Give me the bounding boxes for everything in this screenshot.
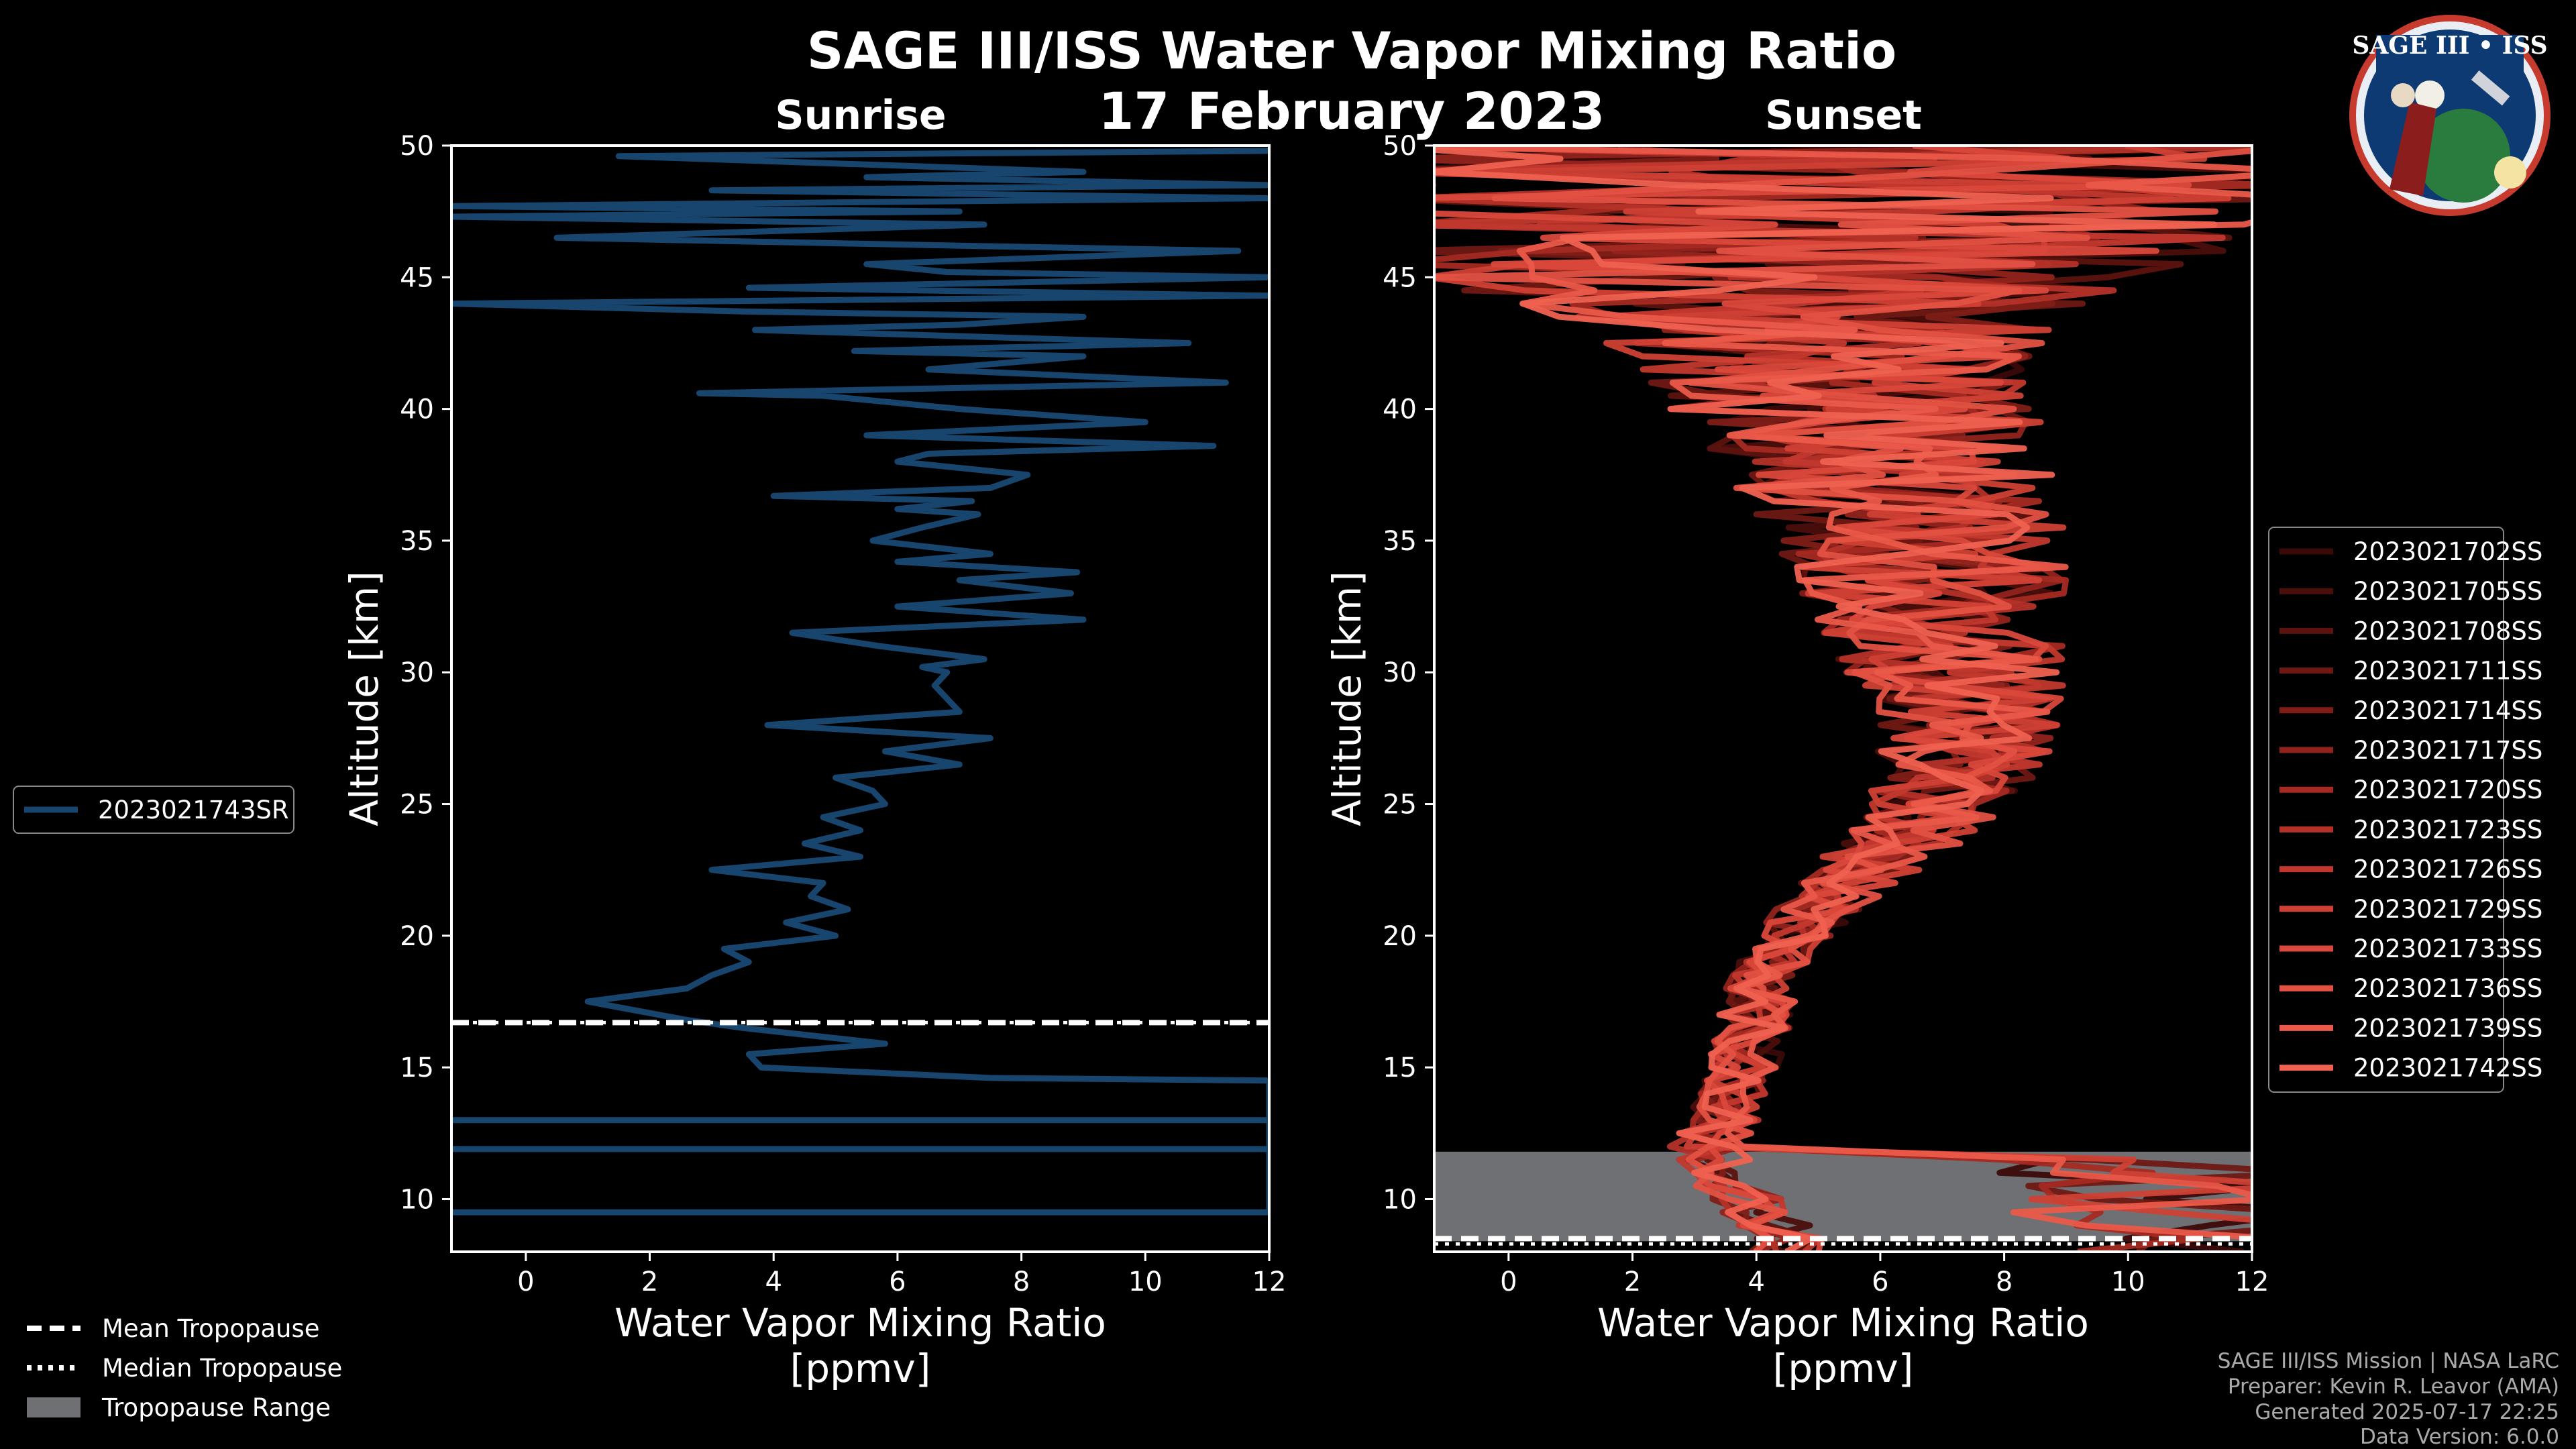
- credits: SAGE III/ISS Mission | NASA LaRC Prepare…: [2218, 1349, 2559, 1449]
- tropopause-range-swatch: [27, 1397, 80, 1417]
- sunrise-xtick-label: 0: [517, 1267, 534, 1297]
- sunset-legend-label: 2023021705SS: [2353, 577, 2542, 606]
- sunrise-legend: 2023021743SR: [13, 786, 294, 834]
- sunset-legend-label: 2023021717SS: [2353, 736, 2542, 765]
- sunset-series-2023021742SS: [1434, 146, 2218, 1252]
- sunrise-ytick-label: 25: [400, 790, 434, 820]
- sunset-legend-label: 2023021711SS: [2353, 657, 2542, 686]
- sunset-legend-label: 2023021739SS: [2353, 1014, 2542, 1042]
- logo-station: [2471, 70, 2510, 106]
- logo-moon: [2415, 80, 2445, 110]
- sunrise-ylabel: Altitude [km]: [341, 571, 387, 826]
- sunset-ytick-label: 30: [1383, 657, 1417, 688]
- sunrise-xtick-label: 8: [1013, 1267, 1030, 1297]
- sunrise-ytick-label: 10: [400, 1184, 434, 1215]
- mission-logo: SAGE III • ISS: [2349, 15, 2551, 216]
- sunset-series-2023021733SS: [1434, 146, 2192, 1252]
- sunset-ytick-label: 10: [1383, 1184, 1417, 1215]
- sunrise-frame: [450, 144, 1271, 1253]
- credit-line-3: Generated 2025-07-17 22:25: [2255, 1400, 2559, 1424]
- sunrise-xtick-label: 6: [889, 1267, 906, 1297]
- sunset-plot-area: [1434, 146, 2252, 1252]
- sunset-ytick-label: 50: [1383, 131, 1417, 162]
- sunset-xlabel: [ppmv]: [1773, 1346, 1914, 1391]
- credit-line-2: Preparer: Kevin R. Leavor (AMA): [2228, 1375, 2559, 1399]
- sunset-legend-label: 2023021733SS: [2353, 934, 2542, 963]
- sunrise-plot-area: [451, 148, 1269, 1216]
- sunset-series-2023021739SS: [1434, 146, 2252, 1240]
- logo-earth: [2416, 109, 2510, 203]
- sunset-ytick-label: 35: [1383, 526, 1417, 557]
- sunset-xtick-label: 4: [1748, 1267, 1764, 1297]
- figure-title: SAGE III/ISS Water Vapor Mixing Ratio: [807, 21, 1897, 80]
- sunset-ytick-label: 45: [1383, 262, 1417, 293]
- sunset-legend-label: 2023021714SS: [2353, 696, 2542, 725]
- sunrise-ytick-label: 50: [400, 131, 434, 162]
- sunrise-xlabel: Water Vapor Mixing Ratio: [614, 1300, 1106, 1346]
- sunrise-xtick-label: 10: [1128, 1267, 1163, 1297]
- sunrise-ytick-label: 15: [400, 1053, 434, 1083]
- sunset-series-2023021736SS: [1434, 148, 2252, 1252]
- sunrise-ytick-label: 35: [400, 526, 434, 557]
- sunset-ytick-label: 40: [1383, 394, 1417, 425]
- sunset-legend: 2023021702SS 2023021705SS 2023021708SS 2023…: [2268, 527, 2542, 1093]
- sunset-ytick-label: 20: [1383, 921, 1417, 952]
- sunset-xtick-label: 6: [1872, 1267, 1888, 1297]
- sunset-xtick-label: 12: [2235, 1267, 2269, 1297]
- tropopause-legend: Mean Tropopause Median Tropopause Tropop…: [27, 1314, 342, 1422]
- sunset-legend-label: 2023021729SS: [2353, 895, 2542, 924]
- sunset-legend-label: 2023021723SS: [2353, 815, 2542, 844]
- sunrise-axes: 0 2 4 6 8 10 12 10 15 20 25 30 35 40 45 50 Water Vapor M…: [341, 131, 1286, 1391]
- sunset-legend-label: 2023021720SS: [2353, 775, 2542, 804]
- sunrise-ytick-label: 45: [400, 262, 434, 293]
- sunrise-legend-box: [13, 786, 294, 834]
- tropopause-range-label: Tropopause Range: [101, 1393, 331, 1422]
- sunrise-ytick-label: 30: [400, 657, 434, 688]
- sunset-legend-label: 2023021736SS: [2353, 974, 2542, 1003]
- sunrise-ytick-label: 20: [400, 921, 434, 952]
- sunset-xtick-label: 0: [1500, 1267, 1517, 1297]
- sunset-xtick-label: 2: [1624, 1267, 1641, 1297]
- sunrise-xlabel: [ppmv]: [790, 1346, 931, 1391]
- sunrise-ytick-label: 40: [400, 394, 434, 425]
- sunset-ytick-label: 15: [1383, 1053, 1417, 1083]
- figure-date: 17 February 2023: [1099, 81, 1605, 141]
- logo-text: SAGE III • ISS: [2352, 32, 2547, 60]
- sunrise-xtick-label: 2: [641, 1267, 658, 1297]
- sunset-xlabel: Water Vapor Mixing Ratio: [1597, 1300, 2089, 1346]
- credit-line-4: Data Version: 6.0.0: [2360, 1425, 2559, 1449]
- mean-tropopause-label: Mean Tropopause: [102, 1314, 320, 1343]
- sunset-legend-label: 2023021742SS: [2353, 1054, 2542, 1083]
- sunset-xtick-label: 8: [1996, 1267, 2012, 1297]
- sunset-xtick-label: 10: [2111, 1267, 2145, 1297]
- sunset-legend-box: [2268, 527, 2504, 1093]
- sunset-title: Sunset: [1765, 92, 1922, 139]
- sunrise-xtick-label: 4: [765, 1267, 782, 1297]
- sunset-legend-label: 2023021708SS: [2353, 616, 2542, 645]
- sunset-axes: 0 2 4 6 8 10 12 10 15 20 25 30 35 40 45 50 Water Vapor M…: [1324, 131, 2269, 1391]
- median-tropopause-label: Median Tropopause: [102, 1354, 342, 1383]
- sunset-legend-label: 2023021726SS: [2353, 855, 2542, 884]
- sunrise-title: Sunrise: [775, 92, 946, 139]
- sunset-frame: [1433, 144, 2253, 1253]
- sunset-ytick-label: 25: [1383, 790, 1417, 820]
- logo-figure: [2390, 102, 2436, 196]
- sunrise-legend-label: 2023021743SR: [98, 796, 289, 824]
- sunset-legend-label: 2023021702SS: [2353, 537, 2542, 566]
- logo-sun: [2494, 156, 2526, 189]
- sunset-ylabel: Altitude [km]: [1324, 571, 1370, 826]
- credit-line-1: SAGE III/ISS Mission | NASA LaRC: [2218, 1349, 2559, 1373]
- sunrise-xtick-label: 12: [1252, 1267, 1287, 1297]
- sunrise-series-2023021743SR: [451, 148, 1269, 1216]
